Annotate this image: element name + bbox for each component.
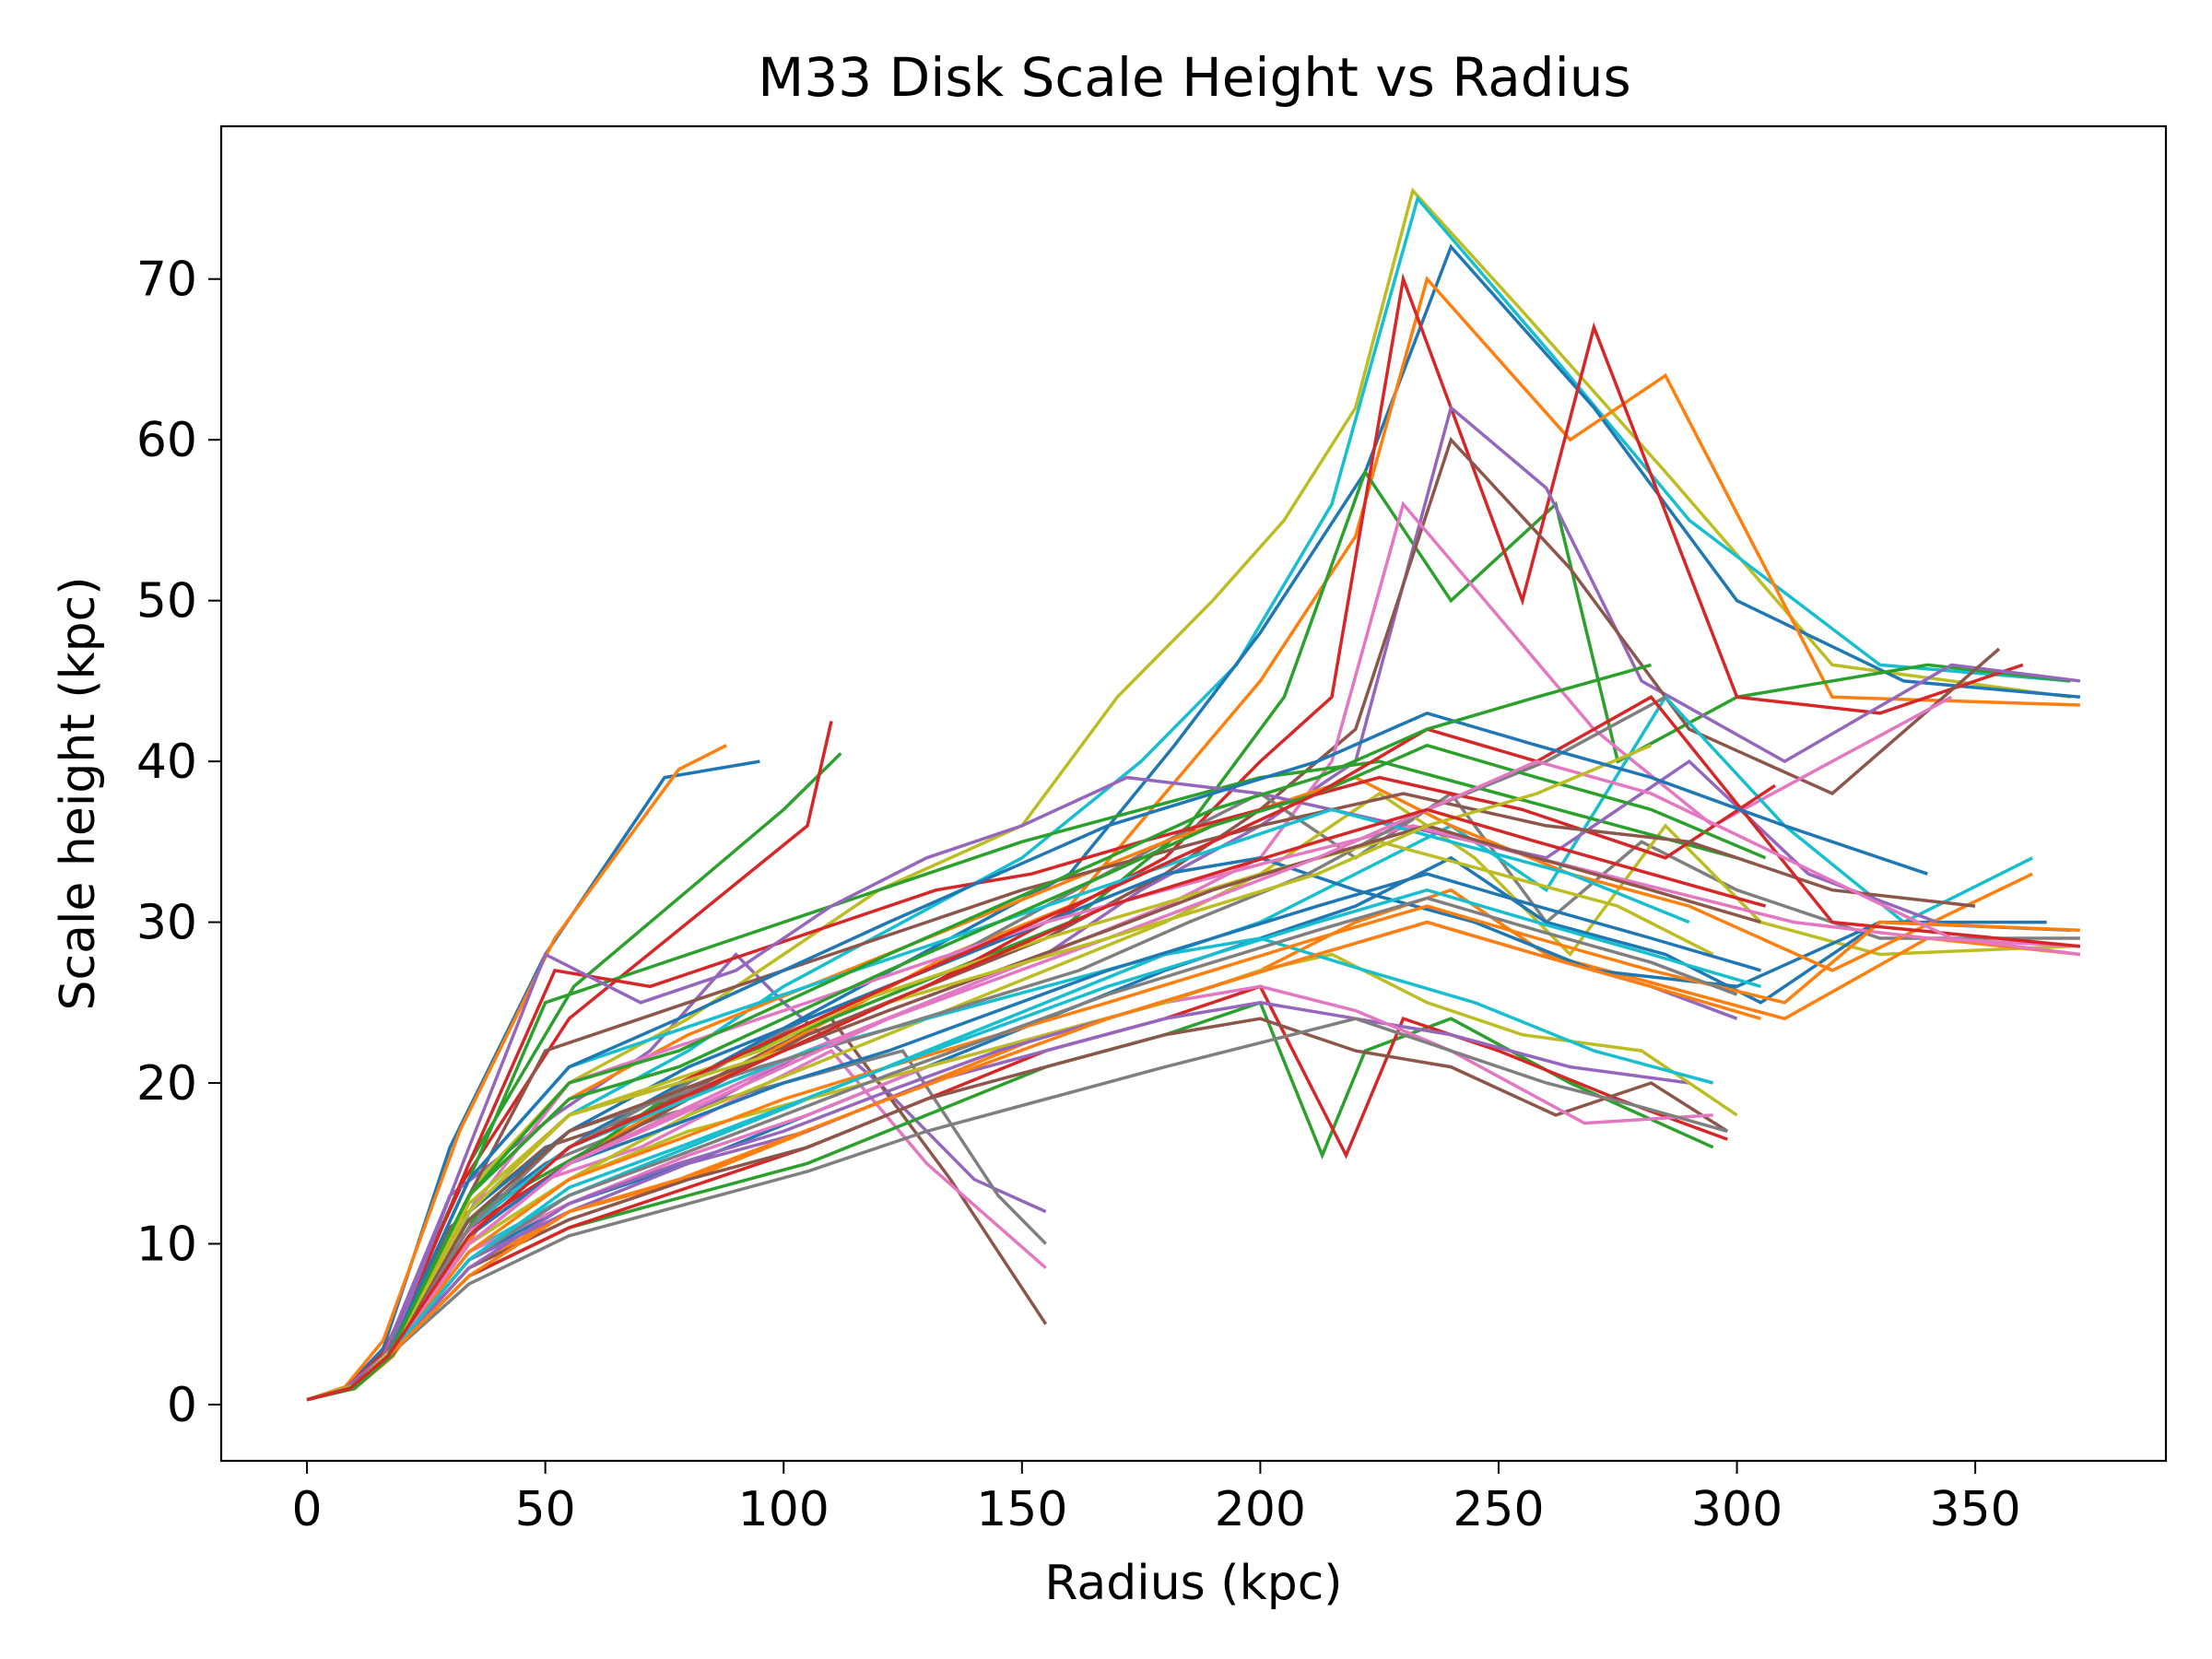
- x-tick-label: 300: [1691, 1482, 1783, 1537]
- x-tick-label: 50: [515, 1482, 576, 1537]
- plot-area: [219, 124, 2168, 1463]
- x-axis-label: Radius (kpc): [1044, 1556, 1342, 1611]
- x-tick-label: 200: [1215, 1482, 1306, 1537]
- series-line-54: [306, 807, 1767, 1402]
- y-tick-label: 50: [136, 574, 197, 629]
- y-tick-label: 0: [167, 1378, 197, 1433]
- y-tick-label: 70: [136, 253, 197, 308]
- series-line-35: [306, 759, 1938, 1402]
- series-line-39: [306, 840, 1714, 1402]
- series-line-52: [306, 920, 1761, 1402]
- chart-title: M33 Disk Scale Height vs Radius: [758, 46, 1630, 109]
- x-tick-label: 150: [976, 1482, 1067, 1537]
- series-line-42: [306, 904, 2080, 1402]
- y-axis-label: Scale height (kpc): [51, 577, 106, 1011]
- x-tick-label: 0: [292, 1482, 323, 1537]
- y-tick-label: 60: [136, 413, 197, 468]
- y-tick-label: 30: [136, 896, 197, 951]
- series-line-47: [306, 759, 2081, 1402]
- y-tick-label: 10: [136, 1217, 197, 1272]
- x-tick-label: 350: [1930, 1482, 2021, 1537]
- series-line-34: [306, 775, 1776, 1402]
- series-line-51: [306, 711, 1928, 1402]
- axes-frame: [219, 124, 2168, 1463]
- x-axis: 0 50 100 150 200 250 300 350: [292, 1461, 2021, 1537]
- series-line-50: [306, 888, 1761, 1402]
- x-tick-label: 250: [1453, 1482, 1544, 1537]
- series-line-5: [306, 951, 1047, 1402]
- series-line-46: [306, 824, 1761, 1402]
- y-axis: 0 10 20 30 40 50 60 70: [136, 253, 221, 1433]
- series-line-28: [306, 1017, 1728, 1402]
- y-tick-label: 40: [136, 735, 197, 790]
- series-layer: [306, 187, 2081, 1402]
- y-tick-label: 20: [136, 1056, 197, 1112]
- x-tick-label: 100: [738, 1482, 830, 1537]
- series-line-53: [306, 663, 1652, 1402]
